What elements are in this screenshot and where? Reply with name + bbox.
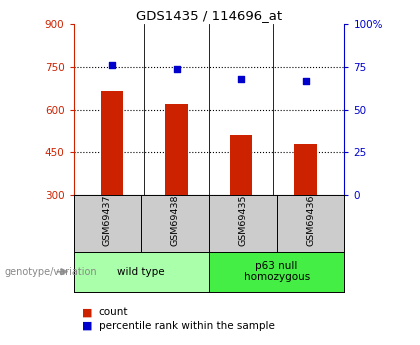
Text: p63 null
homozygous: p63 null homozygous (244, 261, 310, 283)
Text: percentile rank within the sample: percentile rank within the sample (99, 321, 275, 331)
Point (173, 66, 180, 71)
Text: GSM69437: GSM69437 (103, 195, 112, 246)
Title: GDS1435 / 114696_at: GDS1435 / 114696_at (136, 9, 282, 22)
Point (238, 76, 244, 81)
Bar (294, 144, 317, 195)
Text: genotype/variation: genotype/variation (4, 267, 97, 277)
Text: GSM69438: GSM69438 (171, 195, 180, 246)
Text: count: count (99, 307, 128, 317)
Text: ■: ■ (82, 307, 92, 317)
Text: ■: ■ (82, 321, 92, 331)
Bar (101, 91, 123, 195)
Text: GSM69436: GSM69436 (306, 195, 315, 246)
Point (302, 78, 309, 83)
Bar (230, 135, 252, 195)
Point (109, 62, 116, 68)
Bar (165, 104, 188, 195)
Text: GSM69435: GSM69435 (238, 195, 247, 246)
Text: wild type: wild type (118, 267, 165, 277)
